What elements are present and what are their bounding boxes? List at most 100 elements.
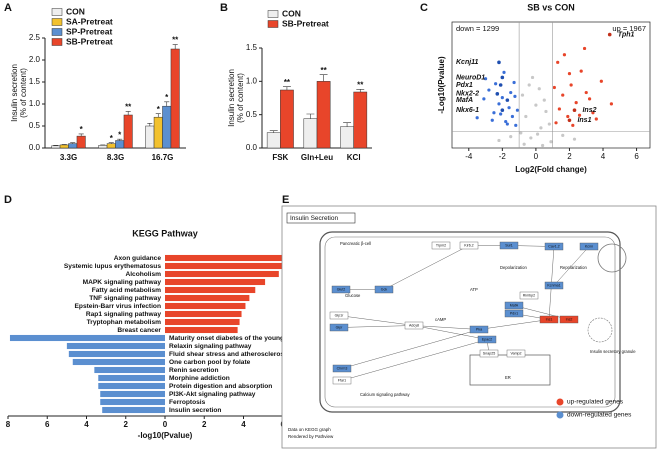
diagram-label: Pancreatic β-cell bbox=[340, 241, 371, 246]
bar bbox=[68, 143, 78, 149]
bar bbox=[98, 145, 108, 149]
point bbox=[587, 97, 592, 101]
gene-label: Kcnj11 bbox=[456, 59, 479, 66]
point bbox=[492, 111, 496, 115]
point bbox=[520, 93, 525, 97]
y-tick-label: 1.0 bbox=[29, 99, 41, 108]
bar bbox=[165, 278, 266, 286]
edge bbox=[383, 245, 470, 290]
significance: * bbox=[80, 125, 84, 134]
category-label: Epstein-Barr virus infection bbox=[75, 303, 161, 310]
error-bar bbox=[164, 101, 170, 107]
category-label: PI3K-Akt signaling pathway bbox=[169, 391, 256, 398]
bar bbox=[123, 114, 133, 149]
x-tick-label: 2 bbox=[124, 420, 129, 429]
point bbox=[594, 117, 598, 121]
point bbox=[571, 123, 575, 127]
gene-point bbox=[567, 118, 572, 123]
bar bbox=[280, 89, 294, 149]
x-tick-label: FSK bbox=[272, 153, 288, 162]
bar bbox=[59, 144, 69, 149]
point bbox=[507, 106, 511, 110]
point bbox=[510, 114, 515, 119]
edge bbox=[478, 319, 550, 330]
x-axis-label: -log10(Pvalue) bbox=[138, 431, 193, 440]
bar bbox=[162, 105, 172, 149]
category-label: Morphine addiction bbox=[169, 375, 230, 382]
gene-node-label: Kir6.2 bbox=[464, 244, 473, 248]
error-bar bbox=[108, 142, 114, 144]
chart-title: SB vs CON bbox=[527, 2, 575, 12]
gene-node-label: Chrm3 bbox=[337, 367, 348, 371]
y-tick-label: 2.5 bbox=[29, 33, 41, 42]
point bbox=[497, 102, 501, 106]
significance: * bbox=[157, 105, 161, 114]
gene-node-label: Pdx1 bbox=[510, 312, 518, 316]
point bbox=[577, 113, 582, 117]
gene-node-label: MafA bbox=[510, 304, 519, 308]
category-label: Maturity onset diabetes of the young bbox=[169, 335, 284, 342]
bar bbox=[94, 366, 165, 374]
bar bbox=[165, 302, 246, 310]
gene-node bbox=[477, 335, 497, 344]
cell-outline bbox=[319, 231, 621, 413]
point bbox=[534, 103, 538, 107]
gene-node bbox=[332, 364, 352, 373]
gene-node-label: Ins2 bbox=[566, 318, 573, 322]
bar bbox=[72, 358, 165, 366]
annotation: down = 1299 bbox=[456, 24, 499, 33]
x-tick-label: Gln+Leu bbox=[301, 153, 333, 162]
bar bbox=[165, 318, 240, 326]
edge bbox=[413, 325, 480, 330]
legend-label: SB-Pretreat bbox=[66, 36, 113, 46]
point bbox=[515, 108, 520, 112]
point bbox=[554, 121, 558, 125]
error-bar bbox=[172, 44, 178, 49]
x-tick-label: 0 bbox=[163, 420, 168, 429]
bar bbox=[9, 334, 166, 342]
legend-label: CON bbox=[66, 6, 85, 16]
bar bbox=[51, 145, 61, 149]
y-tick-label: 1.5 bbox=[246, 43, 258, 52]
gene-node bbox=[499, 241, 519, 250]
footer: Data on KEGG graph bbox=[288, 427, 331, 432]
gene-node-label: Cav1.2 bbox=[548, 245, 559, 249]
gene-node bbox=[579, 242, 599, 251]
gene-label: NeuroD1 bbox=[456, 74, 485, 81]
gene-node bbox=[329, 323, 349, 332]
point bbox=[567, 72, 572, 76]
y-tick-label: 0.5 bbox=[246, 110, 258, 119]
gene-node bbox=[374, 285, 394, 294]
bar bbox=[165, 326, 238, 334]
gene-node bbox=[504, 309, 524, 318]
x-tick-label: 8 bbox=[6, 420, 11, 429]
diagram-label: Insulin secretory granule bbox=[590, 349, 636, 354]
y-axis-label: Insulin secretion bbox=[10, 64, 19, 122]
legend-label: down-regulated genes bbox=[567, 412, 632, 419]
bar bbox=[353, 91, 368, 149]
category-label: Systemic lupus erythematosus bbox=[64, 263, 161, 270]
gene-point bbox=[498, 83, 503, 87]
error-bar bbox=[319, 74, 328, 82]
legend-swatch bbox=[51, 18, 63, 26]
panel-letter: A bbox=[4, 2, 12, 14]
point bbox=[547, 122, 551, 126]
gene-node-label: Ffar1 bbox=[338, 379, 346, 383]
diagram-title-box bbox=[286, 212, 356, 224]
point bbox=[483, 77, 488, 81]
y-axis-label: Insulin secretion bbox=[227, 69, 236, 127]
x-tick-label: 2 bbox=[202, 420, 207, 429]
point bbox=[522, 142, 526, 146]
y-axis-label: (% of content) bbox=[19, 68, 28, 118]
diagram-label: cAMP bbox=[435, 317, 446, 322]
gene-node bbox=[519, 291, 539, 300]
category-label: Renin secretion bbox=[169, 367, 218, 374]
bar bbox=[153, 116, 163, 149]
gene-point bbox=[497, 60, 501, 65]
category-label: Relaxin signaling pathway bbox=[169, 343, 252, 350]
point bbox=[502, 70, 506, 74]
diagram-label: Depolarization bbox=[500, 265, 527, 270]
point bbox=[497, 138, 501, 143]
gene-node-label: Sur1 bbox=[505, 244, 513, 248]
diagram-label: ER bbox=[505, 375, 511, 380]
